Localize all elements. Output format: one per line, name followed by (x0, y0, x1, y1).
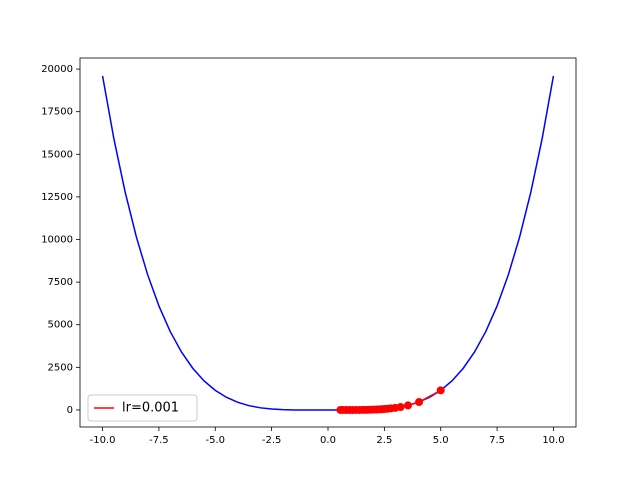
legend-label: lr=0.001 (122, 401, 179, 416)
y-tick-label: 7500 (48, 277, 73, 288)
x-tick-label: 7.5 (489, 435, 505, 446)
x-tick-label: 5.0 (433, 435, 449, 446)
point (404, 401, 413, 410)
x-tick-label: 0.0 (320, 435, 336, 446)
x-tick-label: 2.5 (376, 435, 392, 446)
x-tick-label: 10.0 (542, 435, 564, 446)
x-tick-label: -2.5 (262, 435, 282, 446)
y-tick-label: 15000 (41, 149, 73, 160)
point (336, 405, 345, 414)
y-tick-label: 12500 (41, 192, 73, 203)
legend-box (87, 394, 198, 422)
y-tick-label: 5000 (48, 320, 73, 331)
x-tick-label: -10.0 (90, 435, 116, 446)
x-tick-label: -5.0 (206, 435, 226, 446)
y-tick-label: 2500 (48, 362, 73, 373)
point (415, 397, 424, 406)
y-tick-label: 0 (67, 405, 73, 416)
y-tick-label: 20000 (41, 64, 73, 75)
y-tick-label: 10000 (41, 235, 73, 246)
x-tick-label: -7.5 (149, 435, 169, 446)
axes-frame (79, 57, 577, 428)
series-line (101, 75, 555, 411)
point (436, 386, 445, 395)
y-tick-label: 17500 (41, 107, 73, 118)
